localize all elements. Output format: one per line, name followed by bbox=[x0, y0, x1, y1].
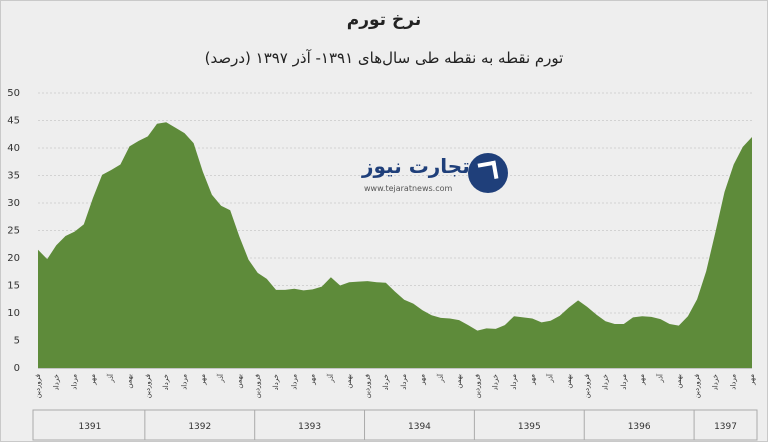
x-month-label: مهر bbox=[418, 374, 426, 386]
year-label: 1391 bbox=[78, 422, 101, 432]
month-labels: فروردین خرداد مرداد مهر آذر بهمن فروردین خرداد م… bbox=[34, 373, 756, 398]
x-month-label: مرداد bbox=[510, 374, 518, 390]
year-label: 1396 bbox=[628, 422, 651, 432]
x-month-label: مرداد bbox=[180, 374, 188, 390]
logo-arrow-icon bbox=[468, 153, 508, 193]
y-tick-label: 45 bbox=[7, 116, 20, 127]
x-month-label: مرداد bbox=[290, 374, 298, 390]
logo-text: تجارت نیوز bbox=[362, 154, 470, 178]
x-month-label: مرداد bbox=[620, 374, 628, 390]
x-month-label: مهر bbox=[199, 374, 207, 386]
y-tick-label: 20 bbox=[7, 253, 20, 264]
x-month-label: فروردین bbox=[34, 374, 42, 398]
x-month-label: خرداد bbox=[52, 374, 60, 390]
chart-subtitle: تورم نقطه به نقطه طی سال‌های ۱۳۹۱- آذر ۱… bbox=[204, 49, 564, 67]
chart-title: نرخ تورم bbox=[346, 10, 422, 30]
y-tick-label: 10 bbox=[7, 308, 20, 319]
year-label: 1392 bbox=[188, 422, 211, 432]
year-label: 1397 bbox=[714, 422, 737, 432]
year-labels: 1391 1392 1393 1394 1395 1396 1397 bbox=[32, 409, 758, 441]
x-month-label: آذر bbox=[326, 373, 335, 383]
x-month-label: مرداد bbox=[730, 374, 738, 390]
y-axis: 0 5 10 15 20 25 30 35 40 45 50 bbox=[7, 88, 20, 374]
x-month-label: مهر bbox=[638, 374, 646, 386]
x-month-label: مهر bbox=[748, 374, 756, 386]
x-month-label: آذر bbox=[106, 373, 115, 383]
x-month-label: بهمن bbox=[126, 374, 134, 389]
x-month-label: بهمن bbox=[455, 374, 463, 389]
x-month-label: فروردین bbox=[583, 374, 591, 398]
x-month-label: مهر bbox=[528, 374, 536, 386]
y-tick-label: 40 bbox=[7, 143, 20, 154]
tejaratnews-logo: تجارت نیوز www.tejaratnews.com bbox=[356, 150, 511, 200]
x-month-label: بهمن bbox=[235, 374, 243, 389]
x-month-label: فروردین bbox=[473, 374, 481, 398]
y-tick-label: 0 bbox=[14, 363, 20, 374]
year-label: 1393 bbox=[298, 422, 321, 432]
x-month-label: خرداد bbox=[492, 374, 500, 390]
year-band bbox=[32, 409, 758, 441]
x-month-label: بهمن bbox=[565, 374, 573, 389]
year-label: 1394 bbox=[408, 422, 431, 432]
y-tick-label: 25 bbox=[7, 226, 20, 237]
y-tick-label: 30 bbox=[7, 198, 20, 209]
x-month-label: آذر bbox=[546, 373, 555, 383]
x-month-label: فروردین bbox=[144, 374, 152, 398]
x-month-label: آذر bbox=[216, 373, 225, 383]
x-month-label: آذر bbox=[436, 373, 445, 383]
x-month-label: خرداد bbox=[272, 374, 280, 390]
x-month-label: خرداد bbox=[711, 374, 719, 390]
y-tick-label: 15 bbox=[7, 281, 20, 292]
x-month-label: بهمن bbox=[675, 374, 683, 389]
logo-url: www.tejaratnews.com bbox=[364, 184, 453, 193]
x-month-label: خرداد bbox=[602, 374, 610, 390]
x-month-label: فروردین bbox=[693, 374, 701, 398]
inflation-area bbox=[38, 122, 752, 368]
year-label: 1395 bbox=[518, 422, 541, 432]
x-month-label: فروردین bbox=[364, 374, 372, 398]
x-month-label: خرداد bbox=[162, 374, 170, 390]
y-tick-label: 50 bbox=[7, 88, 20, 99]
x-month-label: آذر bbox=[655, 373, 664, 383]
x-month-label: مهر bbox=[89, 374, 97, 386]
x-month-label: مهر bbox=[309, 374, 317, 386]
x-month-label: مرداد bbox=[400, 374, 408, 390]
x-month-label: خرداد bbox=[382, 374, 390, 390]
x-month-label: مرداد bbox=[71, 374, 79, 390]
y-tick-label: 5 bbox=[14, 336, 20, 347]
y-tick-label: 35 bbox=[7, 171, 20, 182]
x-month-label: فروردین bbox=[254, 374, 262, 398]
x-month-label: بهمن bbox=[345, 374, 353, 389]
